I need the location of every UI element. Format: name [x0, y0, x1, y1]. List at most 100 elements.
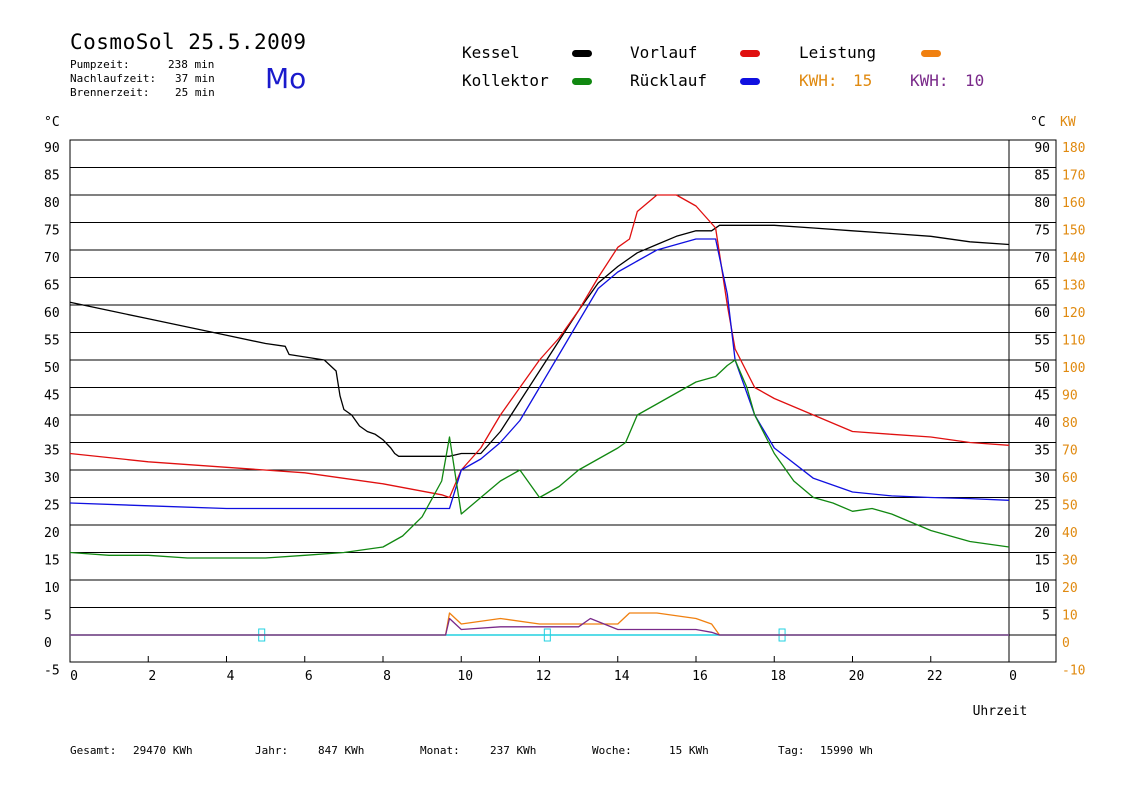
y-tick-kw: 140 [1062, 251, 1085, 266]
kwh-label: KWH: [910, 71, 949, 90]
x-axis-label: Uhrzeit [973, 704, 1028, 719]
x-tick-label: 14 [614, 669, 630, 684]
y-tick-right: 80 [1034, 196, 1050, 211]
x-tick-label: 8 [383, 669, 391, 684]
footer-label: Woche: [592, 744, 632, 757]
y-tick-kw: 0 [1062, 636, 1070, 651]
footer-label: Monat: [420, 744, 460, 757]
stat-label: Nachlaufzeit: [70, 72, 157, 85]
series-line-kwh-10 [70, 617, 1009, 636]
y-tick-right: 55 [1034, 334, 1050, 349]
page-title: CosmoSol 25.5.2009 [70, 30, 307, 54]
footer-value: 29470 KWh [133, 744, 193, 757]
y-tick-kw: 40 [1062, 526, 1078, 541]
x-tick-label: 10 [457, 669, 473, 684]
y-tick-left: 0 [44, 636, 52, 651]
y-tick-right: 45 [1034, 389, 1050, 404]
y-tick-left: 50 [44, 361, 60, 376]
y-tick-left: 40 [44, 416, 60, 431]
axis-labels: 908580757065605550454035302520151050-590… [44, 115, 1085, 719]
x-tick-label: 16 [692, 669, 708, 684]
footer-label: Tag: [778, 744, 805, 757]
x-tick-label: 4 [227, 669, 235, 684]
legend-swatch [740, 78, 760, 85]
y-tick-right: 65 [1034, 279, 1050, 294]
x-tick-label: 6 [305, 669, 313, 684]
y-tick-kw: 60 [1062, 471, 1078, 486]
stat-value: 37 min [175, 72, 215, 85]
grid [69, 139, 1057, 663]
y-tick-left: 35 [44, 444, 60, 459]
y-tick-right: 35 [1034, 444, 1050, 459]
y-tick-kw: -10 [1062, 664, 1085, 679]
y-tick-left: 80 [44, 196, 60, 211]
y-tick-left: 45 [44, 389, 60, 404]
series-lines [69, 194, 1010, 642]
y-tick-left: 65 [44, 279, 60, 294]
y-tick-left: 85 [44, 169, 60, 184]
footer-value: 15 KWh [669, 744, 709, 757]
y-tick-kw: 50 [1062, 499, 1078, 514]
y-tick-left: 90 [44, 141, 60, 156]
footer-label: Gesamt: [70, 744, 117, 757]
y-tick-left: 70 [44, 251, 60, 266]
y-tick-right: 50 [1034, 361, 1050, 376]
legend-label: Kollektor [462, 71, 549, 90]
y-tick-left: 20 [44, 526, 60, 541]
series-line-kessel [69, 224, 1010, 457]
kwh-value: 15 [853, 71, 873, 90]
legend-swatch [572, 78, 592, 85]
x-tick-label: 22 [927, 669, 943, 684]
y-tick-kw: 180 [1062, 141, 1085, 156]
y-tick-right: 40 [1034, 416, 1050, 431]
y-axis-label-left: °C [44, 115, 60, 130]
legend-label: Kessel [462, 43, 520, 62]
footer-value: 15990 Wh [820, 744, 873, 757]
kwh-label: KWH: [799, 71, 838, 90]
x-tick-label: 0 [70, 669, 78, 684]
series-line-vorlauf [69, 194, 1010, 499]
y-tick-kw: 20 [1062, 581, 1078, 596]
y-tick-kw: 110 [1062, 334, 1085, 349]
y-tick-kw: 80 [1062, 416, 1078, 431]
series-line-kollektor [69, 359, 1010, 559]
zero-line-marker [543, 628, 551, 642]
y-tick-right: 30 [1034, 471, 1050, 486]
y-tick-right: 10 [1034, 581, 1050, 596]
footer-value: 847 KWh [318, 744, 365, 757]
y-axis-label-kw: KW [1060, 115, 1076, 130]
y-tick-right: 85 [1034, 169, 1050, 184]
y-tick-kw: 170 [1062, 169, 1085, 184]
stat-value: 25 min [175, 86, 215, 99]
y-tick-left: 55 [44, 334, 60, 349]
plot-frame [69, 139, 1057, 663]
series-line-r-cklauf [69, 238, 1010, 510]
y-tick-left: 25 [44, 499, 60, 514]
y-tick-right: 15 [1034, 554, 1050, 569]
y-axis-label-right: °C [1030, 115, 1046, 130]
x-tick-label: 0 [1009, 669, 1017, 684]
y-tick-kw: 120 [1062, 306, 1085, 321]
stat-value: 238 min [168, 58, 215, 71]
legend-label: Vorlauf [630, 43, 698, 62]
y-tick-kw: 150 [1062, 224, 1085, 239]
y-tick-right: 20 [1034, 526, 1050, 541]
y-tick-kw: 100 [1062, 361, 1085, 376]
y-tick-right: 90 [1034, 141, 1050, 156]
y-tick-kw: 70 [1062, 444, 1078, 459]
kwh-value: 10 [965, 71, 985, 90]
y-tick-left: 10 [44, 581, 60, 596]
x-tick-label: 18 [770, 669, 786, 684]
stat-label: Brennerzeit: [70, 86, 150, 99]
y-tick-right: 5 [1042, 609, 1050, 624]
legend-swatch [921, 50, 941, 57]
y-tick-left: 15 [44, 554, 60, 569]
legend-label: Rücklauf [630, 71, 708, 90]
y-tick-left: 30 [44, 471, 60, 486]
legend-swatch [572, 50, 592, 57]
y-tick-right: 70 [1034, 251, 1050, 266]
y-tick-left: 60 [44, 306, 60, 321]
y-tick-left: -5 [44, 664, 60, 679]
series-line-leistung [70, 612, 1009, 636]
